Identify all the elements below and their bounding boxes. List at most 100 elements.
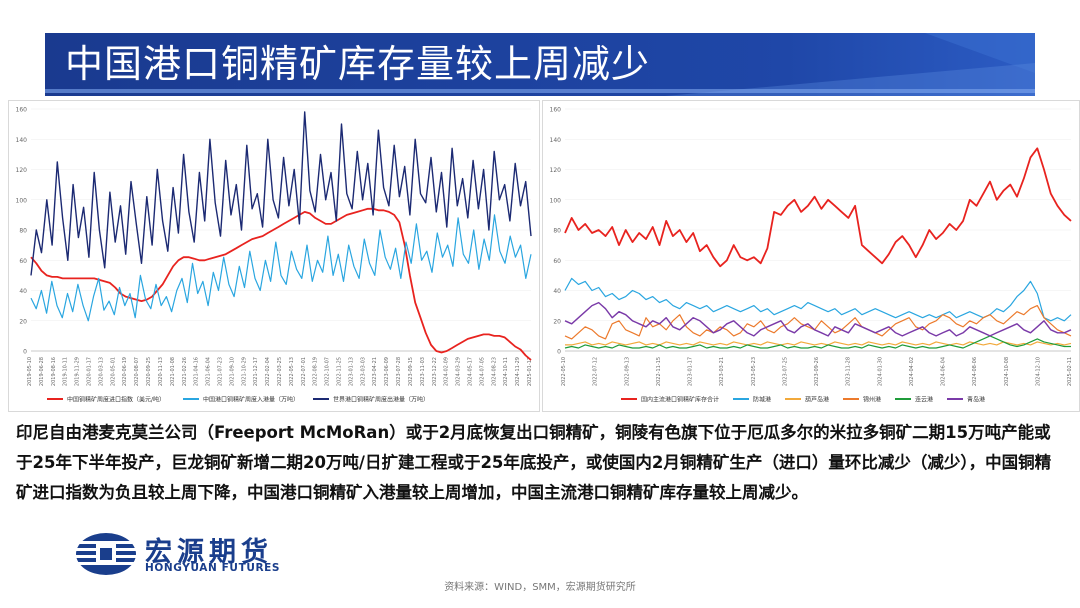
x-tick-label: 2021-12-17	[253, 357, 259, 386]
x-tick-label: 2024-12-10	[1035, 357, 1041, 386]
legend-label: 防城港	[753, 396, 771, 404]
y-tick-label: 20	[19, 318, 27, 325]
x-tick-label: 2024-06-04	[941, 357, 947, 386]
x-tick-label: 2019-08-16	[51, 357, 57, 386]
x-tick-label: 2023-09-26	[814, 357, 820, 386]
x-tick-label: 2021-09-10	[229, 357, 235, 386]
title-bar: 中国港口铜精矿库存量较上周减少	[45, 33, 1035, 96]
x-tick-label: 2022-05-10	[561, 357, 567, 386]
x-tick-label: 2019-05-10	[27, 357, 33, 386]
y-tick-label: 60	[19, 258, 27, 265]
page-title: 中国港口铜精矿库存量较上周减少	[65, 42, 651, 86]
x-tick-label: 2023-07-25	[782, 357, 788, 386]
y-tick-label: 120	[16, 167, 28, 174]
logo-name-en: HONGYUAN FUTURES	[145, 562, 281, 574]
series-line-3	[30, 111, 532, 276]
x-tick-label: 2022-09-13	[624, 357, 630, 386]
x-tick-label: 2025-02-11	[1067, 357, 1073, 386]
x-tick-label: 2024-05-17	[467, 357, 473, 386]
x-tick-label: 2022-11-25	[337, 357, 343, 386]
chart-left: 0 20 40 60 80 100 120 140 160 2019-05-10 2019-06-2…	[16, 107, 533, 404]
y-tick-label: 0	[23, 349, 27, 356]
x-tick-label: 2023-01-17	[688, 357, 694, 386]
x-tick-label: 2023-06-09	[384, 357, 390, 386]
legend-label: 中国港口铜精矿周度入港量（万吨）	[203, 396, 299, 404]
x-tick-label: 2021-01-08	[170, 357, 176, 386]
x-tick-label: 2023-12-22	[432, 357, 438, 386]
x-tick-label: 2021-06-04	[206, 357, 212, 386]
x-tick-label: 2023-03-21	[719, 357, 725, 386]
x-tick-label: 2024-08-06	[972, 357, 978, 386]
logo-mark-icon	[75, 533, 137, 575]
x-tick-label: 2022-05-13	[289, 357, 295, 386]
x-tick-label: 2022-07-12	[593, 357, 599, 386]
x-tick-label: 2024-01-30	[877, 357, 883, 386]
series-line-6	[564, 301, 1072, 337]
legend-label: 连云港	[915, 396, 933, 404]
x-tick-label: 2024-10-08	[1004, 357, 1010, 386]
x-tick-label: 2024-11-29	[515, 357, 521, 386]
legend-label: 世界港口铜精矿周度出港量（万吨）	[333, 396, 429, 404]
series-line-2	[564, 277, 1072, 322]
x-tick-label: 2024-07-05	[479, 357, 485, 386]
x-tick-label: 2019-11-29	[75, 357, 81, 386]
chart-panel-left: 0 20 40 60 80 100 120 140 160 2019-05-10 2019-06-2…	[8, 100, 540, 412]
y-tick-label: 40	[19, 288, 27, 295]
y-tick-label: 0	[557, 349, 561, 356]
x-tick-label: 2023-11-28	[846, 357, 852, 386]
x-tick-label: 2023-03-03	[360, 357, 366, 386]
x-tick-label: 2020-06-19	[122, 357, 128, 386]
series-line-5	[564, 335, 1071, 349]
x-tick-label: 2020-03-13	[98, 357, 104, 386]
x-tick-label: 2020-11-13	[158, 357, 164, 386]
y-tick-label: 160	[550, 107, 562, 114]
x-tick-label: 2021-04-16	[194, 357, 200, 386]
body-text: 印尼自由港麦克莫兰公司（Freeport McMoRan）或于2月底恢复出口铜精…	[16, 423, 1052, 502]
x-tick-label: 2021-02-26	[182, 357, 188, 386]
y-tick-label: 40	[553, 288, 561, 295]
x-tick-label: 2023-01-13	[348, 357, 354, 386]
title-banner-shape	[45, 33, 1035, 96]
logo-name-cn: 宏源期货	[145, 537, 273, 568]
x-tick-label: 2020-09-25	[146, 357, 152, 386]
legend-label: 中国铜精矿周度进口指数（美元/吨）	[67, 396, 165, 404]
x-tick-label: 2025-01-17	[527, 357, 533, 386]
x-tick-label: 2020-08-07	[134, 357, 140, 386]
x-tick-label: 2023-09-15	[408, 357, 414, 386]
y-tick-label: 100	[550, 197, 562, 204]
y-tick-label: 160	[16, 107, 28, 114]
x-tick-label: 2022-02-04	[265, 357, 271, 386]
x-tick-label: 2020-01-17	[87, 357, 93, 386]
y-tick-label: 20	[553, 318, 561, 325]
x-tick-label: 2022-08-19	[313, 357, 319, 386]
legend-label: 葫芦岛港	[805, 396, 829, 404]
legend-label: 锦州港	[863, 396, 881, 404]
x-tick-label: 2024-03-29	[456, 357, 462, 386]
x-tick-label: 2024-04-02	[909, 357, 915, 386]
series-line-4	[564, 305, 1072, 340]
x-tick-label: 2020-05-01	[110, 357, 116, 386]
x-tick-label: 2022-03-25	[277, 357, 283, 386]
y-tick-label: 140	[550, 137, 562, 144]
y-tick-label: 80	[553, 228, 561, 235]
y-tick-label: 140	[16, 137, 28, 144]
x-tick-label: 2022-07-01	[301, 357, 307, 386]
x-tick-label: 2022-10-07	[325, 357, 331, 386]
legend-label: 国内主流港口铜精矿库存合计	[641, 396, 719, 404]
chart-right: 0 20 40 60 80 100 120 140 160 2022-05-10 2022-07-1…	[550, 107, 1073, 404]
x-tick-label: 2024-08-23	[491, 357, 497, 386]
series-line-1	[564, 147, 1072, 268]
y-tick-label: 100	[16, 197, 28, 204]
x-tick-label: 2022-11-15	[656, 357, 662, 386]
series-line-1	[30, 207, 532, 361]
x-tick-label: 2019-06-28	[39, 357, 45, 386]
source-note: 资料来源：WIND，SMM，宏源期货研究所	[444, 582, 636, 593]
x-tick-label: 2019-10-11	[63, 357, 69, 386]
y-tick-label: 80	[19, 228, 27, 235]
x-tick-label: 2023-07-28	[396, 357, 402, 386]
chart-panel-right: 0 20 40 60 80 100 120 140 160 2022-05-10 2022-07-1…	[542, 100, 1080, 412]
company-logo: 宏源期货 HONGYUAN FUTURES	[75, 532, 315, 576]
x-tick-label: 2023-04-21	[372, 357, 378, 386]
x-tick-label: 2024-10-11	[503, 357, 509, 386]
x-tick-label: 2023-05-23	[751, 357, 757, 386]
